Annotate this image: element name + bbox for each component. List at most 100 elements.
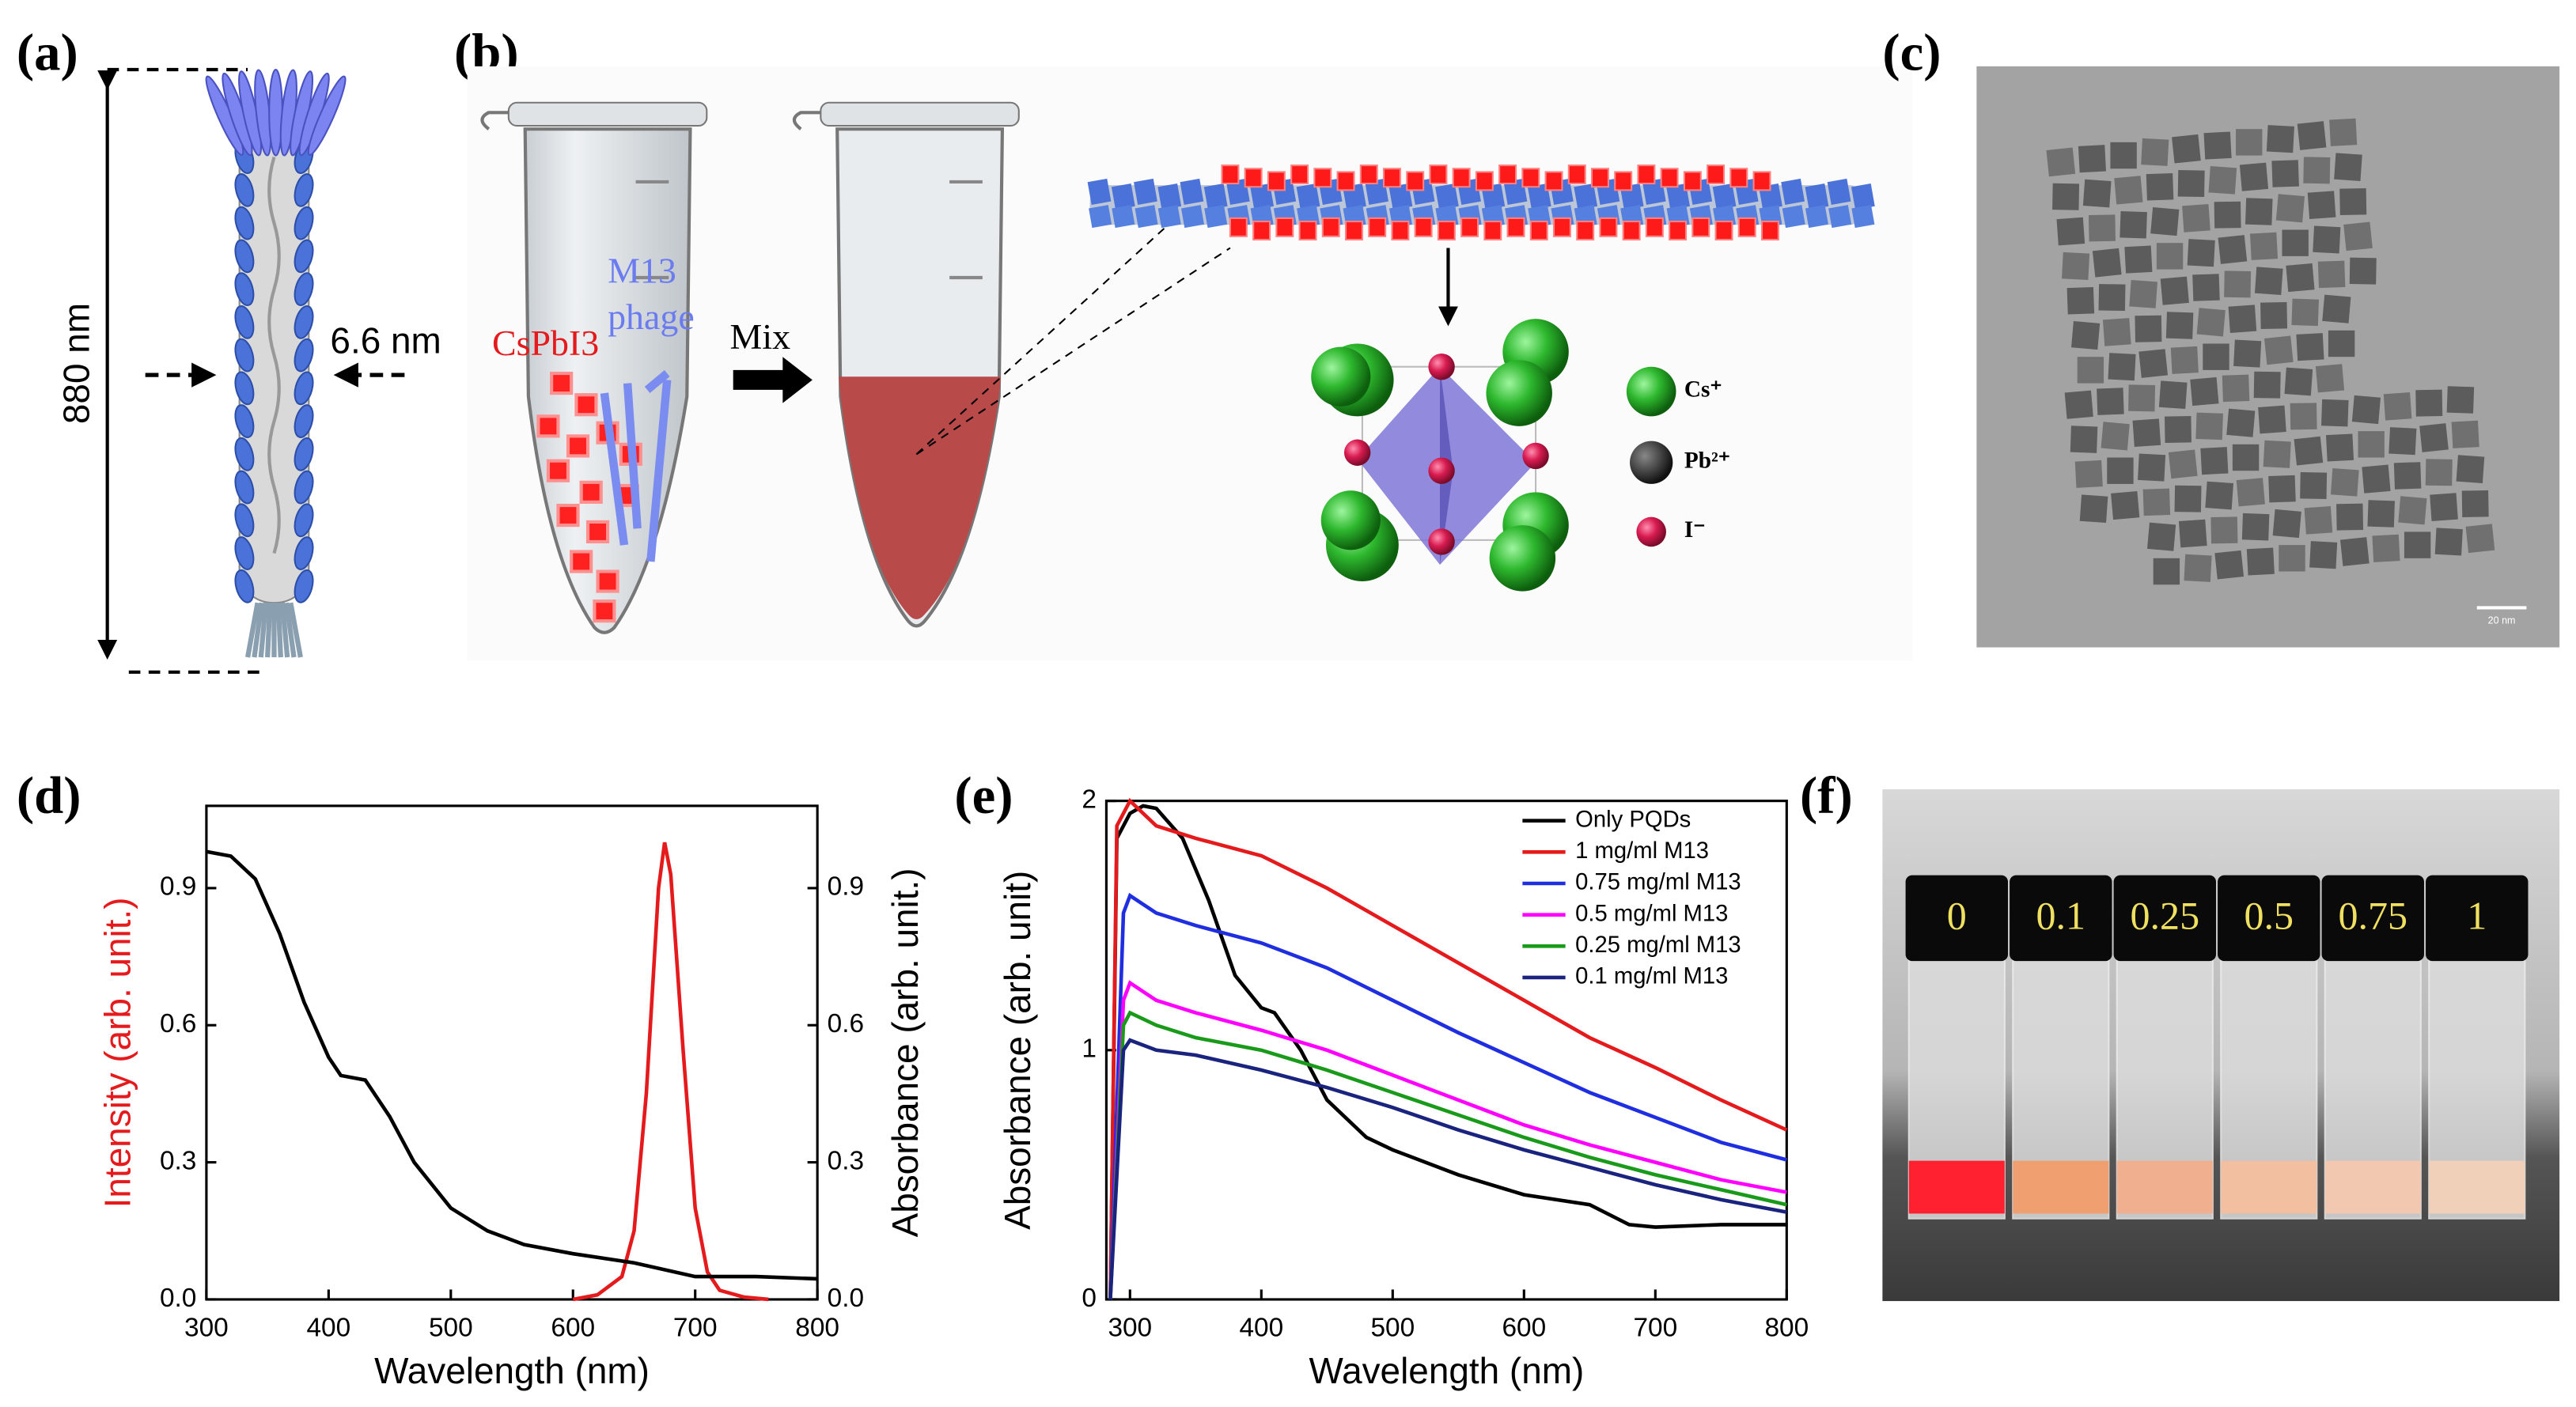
nanocube	[2343, 221, 2373, 252]
nanocube	[2190, 376, 2219, 407]
coat-protein	[294, 173, 314, 207]
chart: (e) 300 400 500 600 700 800 0 1 2 Wavelength (nm) A…	[954, 766, 1809, 1391]
nanocube	[2102, 318, 2131, 346]
nanocube	[2282, 229, 2309, 256]
quantum-dot	[1383, 168, 1401, 188]
coat-protein	[1135, 205, 1158, 229]
coat-protein	[234, 569, 255, 603]
vial-label: 0	[1947, 893, 1967, 937]
nanocube	[2393, 462, 2422, 490]
nanocube	[2111, 490, 2140, 520]
coat-protein	[234, 239, 255, 274]
nanocube	[2214, 550, 2245, 580]
nanocube	[2124, 245, 2153, 274]
quantum-dot	[1414, 217, 1433, 237]
x-tick-label: 700	[1633, 1313, 1677, 1342]
nanocube	[2156, 243, 2184, 270]
vial-cap	[2113, 875, 2216, 962]
quantum-dot	[593, 599, 616, 623]
crystal	[1311, 319, 1569, 592]
vial-cap	[2426, 875, 2529, 962]
y-tick-label: 0.9	[160, 872, 196, 902]
nanocube	[2062, 252, 2090, 280]
panel-label: (e)	[954, 766, 1013, 825]
x-tick-label: 400	[1239, 1313, 1283, 1342]
nanocube	[2108, 353, 2136, 381]
y-tick-label: 0.3	[828, 1146, 864, 1175]
nanocube	[2146, 172, 2174, 201]
nanocube	[2239, 162, 2269, 191]
vial: 0 0.1 0.25 0.5 0.75 1	[1905, 875, 2529, 1220]
nanocube	[2168, 449, 2198, 479]
nanocube	[2172, 134, 2201, 164]
nanocube	[2128, 384, 2156, 412]
line-series	[1108, 892, 1787, 1300]
nanocube	[2141, 138, 2169, 166]
panel-label: (f)	[1800, 766, 1853, 825]
nanocube	[2315, 364, 2345, 393]
nanocube	[2233, 339, 2262, 368]
coat-protein	[294, 404, 314, 438]
nanocube	[2358, 431, 2385, 458]
tail-protein	[252, 602, 264, 658]
panel-b-part	[467, 66, 1912, 661]
vial-cap	[2321, 875, 2424, 962]
line-series	[1108, 980, 1787, 1300]
quantum-dot	[596, 569, 619, 593]
nanocube	[2372, 534, 2400, 562]
ion-label: Pb²⁺	[1684, 448, 1730, 473]
coat-protein	[1365, 178, 1389, 205]
y-axis-label: Intensity (arb. unit.)	[97, 897, 138, 1208]
y-tick-label: 0.0	[160, 1284, 196, 1313]
x-tick-label: 600	[551, 1313, 595, 1342]
coat-protein	[234, 206, 255, 240]
nanocube	[2150, 206, 2180, 236]
legend-label: 0.5 mg/ml M13	[1575, 901, 1728, 926]
nanocube	[2203, 343, 2229, 370]
quantum-dot	[546, 459, 570, 482]
tube-part	[480, 111, 509, 130]
line-series	[1108, 1010, 1787, 1300]
nanocube	[2184, 554, 2212, 582]
nanocube	[2236, 478, 2265, 507]
nanocube	[2325, 433, 2354, 462]
x-tick-label: 300	[184, 1313, 229, 1342]
x-tick-label: 600	[1502, 1313, 1546, 1342]
tail-protein	[258, 602, 269, 658]
panel-b-part	[915, 198, 1198, 456]
vial-liquid	[2116, 1160, 2213, 1214]
nanocube	[2388, 427, 2417, 456]
coat-protein	[1805, 205, 1828, 229]
x-tick-label: 400	[307, 1313, 351, 1342]
vial-liquid	[2221, 1160, 2317, 1214]
nanocube	[2254, 267, 2283, 296]
coat-protein	[234, 371, 255, 406]
coat-protein	[1157, 183, 1182, 210]
nanocube	[2092, 248, 2122, 278]
chart: (d)300 400 500 600 700 8000.00.30.60.90.00.30…	[17, 766, 926, 1391]
x-axis-label: Wavelength (nm)	[1309, 1350, 1584, 1391]
line-series	[1108, 797, 1788, 1300]
nanocube	[2222, 374, 2250, 403]
coat-protein	[1828, 205, 1852, 229]
vial-label: 0.75	[2338, 893, 2407, 937]
nanocube	[2404, 531, 2431, 558]
nanocube	[2367, 500, 2395, 528]
nanocube	[2218, 235, 2248, 264]
coat-protein	[294, 569, 314, 603]
nanocube	[2088, 214, 2116, 242]
nanocube	[2263, 335, 2294, 365]
nanocube	[2107, 457, 2134, 484]
tube-part	[820, 101, 1020, 127]
line-series	[206, 849, 818, 1281]
coat-protein	[294, 239, 314, 274]
y-axis-label: Absorbance (arb. unit)	[997, 871, 1038, 1230]
y-tick-label: 0.3	[160, 1146, 196, 1175]
vial-label: 0.1	[2036, 893, 2085, 937]
panel-a: (a) 880 nm 6.6 nm	[17, 24, 441, 674]
nanocube	[2046, 147, 2076, 177]
nanocube	[2317, 260, 2346, 289]
phage-rod-part	[600, 392, 629, 546]
scale-bar-label: 20 nm	[2488, 615, 2516, 626]
